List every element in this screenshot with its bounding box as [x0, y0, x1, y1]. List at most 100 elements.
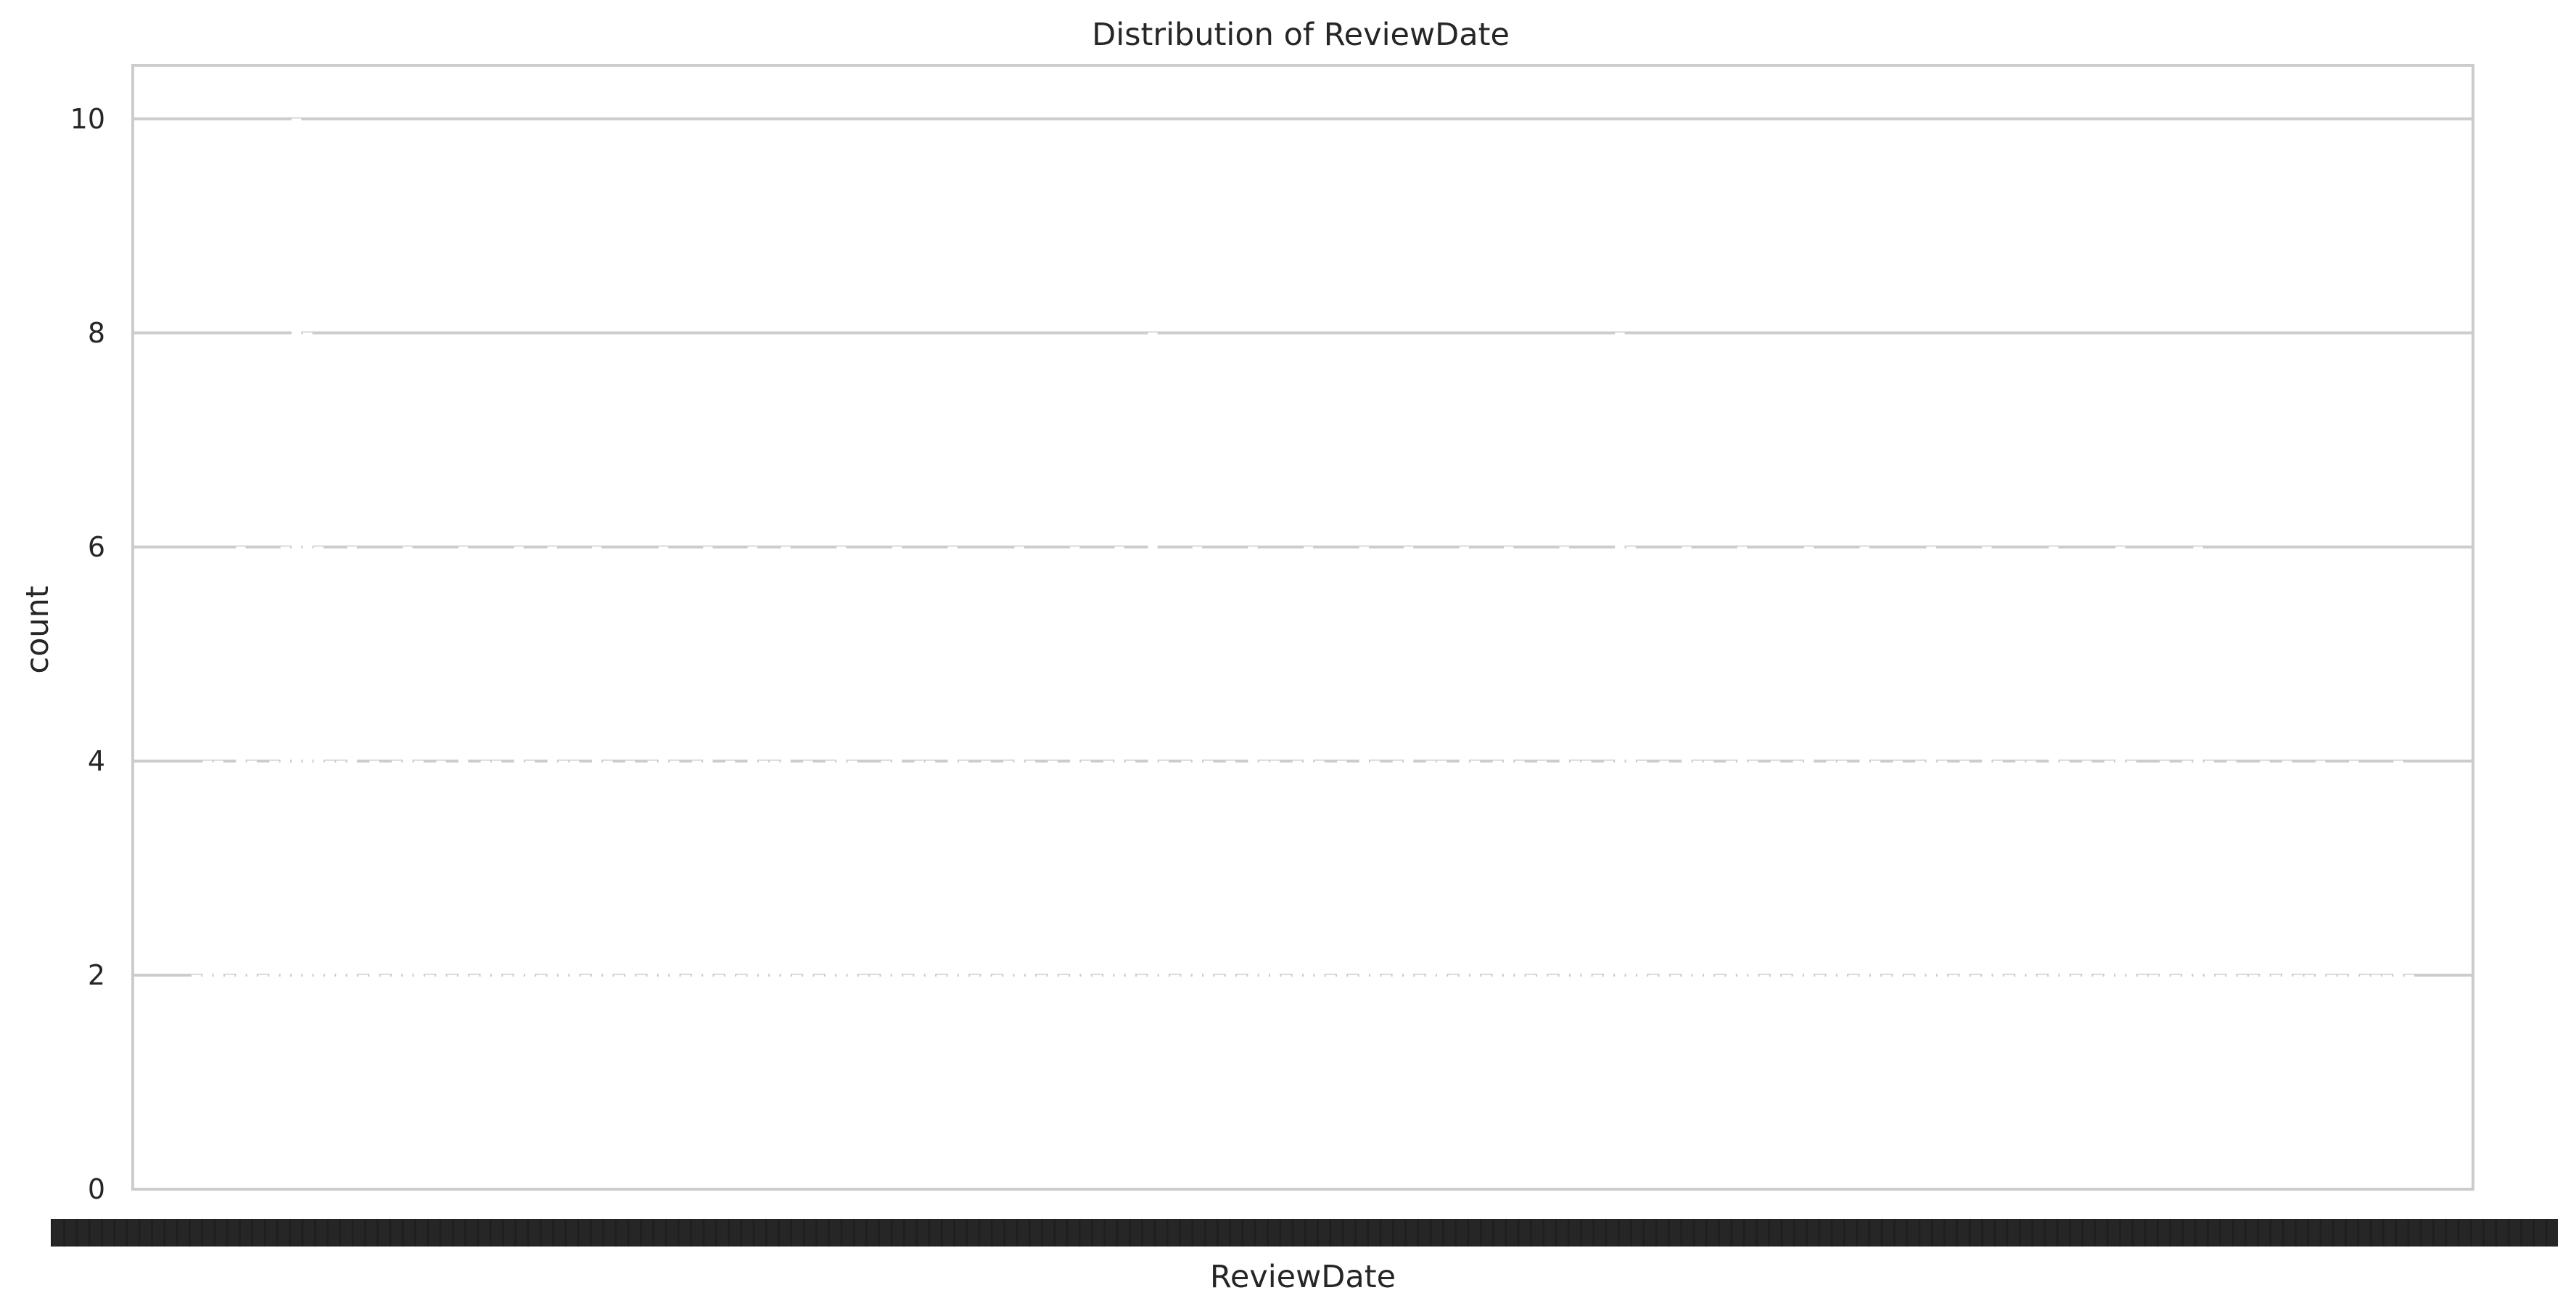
bar [1904, 974, 1914, 1190]
x-tick-mark [1818, 1219, 1821, 1247]
bar [2349, 760, 2359, 1190]
bar [1737, 546, 1748, 1190]
x-tick-mark [1279, 1219, 1282, 1247]
bar [747, 546, 757, 1190]
bar [1770, 760, 1781, 1190]
x-tick-mark [1655, 1219, 1658, 1247]
bar [491, 760, 502, 1190]
x-tick-mark [1806, 1219, 1808, 1247]
x-tick-mark [2432, 1219, 2435, 1247]
bar [992, 974, 1003, 1190]
x-tick-mark [1078, 1219, 1081, 1247]
bar [1470, 760, 1481, 1190]
bar [1748, 760, 1758, 1190]
bar [814, 974, 824, 1190]
x-tick-mark [2056, 1219, 2059, 1247]
x-tick-mark [63, 1219, 65, 1247]
bar [703, 546, 713, 1190]
bar [1259, 760, 1269, 1190]
x-tick-mark [1103, 1219, 1106, 1247]
x-tick-mark [2395, 1219, 2397, 1247]
bar [1081, 760, 1091, 1190]
bar [2316, 760, 2326, 1190]
x-tick-mark [125, 1219, 128, 1247]
bar [625, 760, 635, 1190]
x-tick-mark [828, 1219, 830, 1247]
x-tick-mark [1354, 1219, 1357, 1247]
bar [1603, 760, 1614, 1190]
bar [1314, 760, 1325, 1190]
bar [2026, 760, 2036, 1190]
bar [1415, 974, 1425, 1190]
x-tick-mark [953, 1219, 955, 1247]
x-tick-mark [2532, 1219, 2535, 1247]
x-tick-mark [2144, 1219, 2147, 1247]
bar [1448, 974, 1458, 1190]
bar [369, 760, 379, 1190]
x-tick-mark [1605, 1219, 1608, 1247]
x-tick-mark [51, 1219, 53, 1247]
bar [558, 760, 569, 1190]
bar [1915, 760, 1925, 1190]
x-tick-mark [1943, 1219, 1946, 1247]
x-tick-mark [2482, 1219, 2485, 1247]
x-tick-mark [113, 1219, 115, 1247]
bar [413, 760, 424, 1190]
bar [2237, 974, 2248, 1190]
x-tick-mark [2018, 1219, 2021, 1247]
x-tick-mark [1718, 1219, 1720, 1247]
bar [403, 546, 413, 1190]
x-tick-mark [1304, 1219, 1306, 1247]
x-tick-mark [702, 1219, 705, 1247]
x-tick-mark [1016, 1219, 1019, 1247]
y-tick-label: 4 [88, 745, 105, 777]
bar [781, 546, 791, 1190]
x-tick-mark [940, 1219, 943, 1247]
bar [1304, 546, 1314, 1190]
x-tick-mark [715, 1219, 717, 1247]
x-tick-mark [2181, 1219, 2184, 1247]
bar [1003, 760, 1013, 1190]
x-tick-mark [1968, 1219, 1971, 1247]
x-tick-mark [1116, 1219, 1119, 1247]
x-tick-mark [1830, 1219, 1833, 1247]
x-tick-mark [2369, 1219, 2372, 1247]
bar [2260, 760, 2270, 1190]
bar [447, 974, 457, 1190]
x-tick-mark [1291, 1219, 1294, 1247]
bar [1058, 974, 1069, 1190]
x-tick-mark [627, 1219, 630, 1247]
bar [2070, 974, 2081, 1190]
bar [213, 760, 223, 1190]
bar [1759, 974, 1769, 1190]
x-tick-mark [2106, 1219, 2109, 1247]
x-tick-mark [2495, 1219, 2498, 1247]
bar [1292, 760, 1302, 1190]
x-tick-mark [1367, 1219, 1369, 1247]
x-tick-mark [514, 1219, 517, 1247]
x-tick-mark [389, 1219, 392, 1247]
bar [2059, 760, 2070, 1190]
x-tick-mark [189, 1219, 191, 1247]
bar [1581, 760, 1592, 1190]
x-tick-mark [2006, 1219, 2009, 1247]
bar [2293, 974, 2303, 1190]
x-tick-mark [1492, 1219, 1494, 1247]
x-tick-mark [1442, 1219, 1444, 1247]
x-tick-mark [376, 1219, 379, 1247]
x-tick-mark [903, 1219, 905, 1247]
bar [1181, 760, 1191, 1190]
x-tick-mark [1530, 1219, 1532, 1247]
bar [981, 760, 991, 1190]
bar [1592, 974, 1602, 1190]
x-tick-mark [1179, 1219, 1181, 1247]
x-tick-mark [1742, 1219, 1745, 1247]
x-tick-mark [1618, 1219, 1620, 1247]
x-tick-mark [339, 1219, 342, 1247]
bar [614, 974, 624, 1190]
bar [1959, 760, 1970, 1190]
x-tick-mark [1241, 1219, 1244, 1247]
bar [2149, 974, 2159, 1190]
bar [1137, 974, 1147, 1190]
bar [2115, 546, 2126, 1190]
